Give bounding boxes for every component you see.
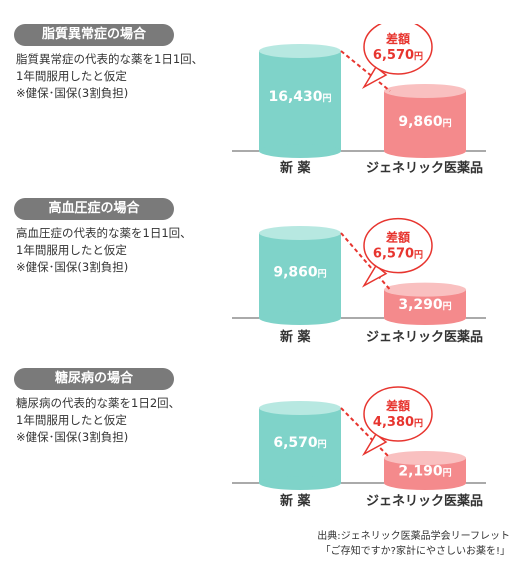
difference-label: 差額 xyxy=(385,230,410,245)
desc-line: 1年間服用したと仮定 xyxy=(16,413,127,427)
bar-new-drug-body xyxy=(259,51,341,151)
bar-generic-bottom xyxy=(384,311,466,325)
panel-title: 脂質異常症の場合 xyxy=(14,24,174,46)
x-label-new-drug: 新 薬 xyxy=(280,161,311,176)
bar-new-drug xyxy=(259,44,341,158)
bar-generic xyxy=(384,451,466,490)
bar-generic-bottom xyxy=(384,476,466,490)
value-label-new-drug-unit: 円 xyxy=(318,268,327,279)
difference-label: 差額 xyxy=(385,398,410,413)
panel-description: 高血圧症の代表的な薬を1日1回、 1年間服用したと仮定 ※健保･国保(3割負担) xyxy=(16,225,192,276)
difference-bubble xyxy=(363,386,433,442)
bar-new-drug-body xyxy=(259,408,341,483)
bar-generic-bottom xyxy=(384,144,466,158)
x-label-new-drug: 新 薬 xyxy=(280,330,311,345)
value-label-new-drug: 6,570円 xyxy=(273,435,326,451)
panel-description: 糖尿病の代表的な薬を1日2回、 1年間服用したと仮定 ※健保･国保(3割負担) xyxy=(16,395,180,446)
difference-bubble xyxy=(363,24,433,75)
x-label-generic: ジェネリック医薬品 xyxy=(366,330,484,345)
difference-label: 差額 xyxy=(385,31,410,46)
desc-line: 脂質異常症の代表的な薬を1日1回、 xyxy=(16,52,204,66)
bar-new-drug-body xyxy=(259,233,341,318)
panel-title: 高血圧症の場合 xyxy=(14,198,174,220)
value-label-generic-unit: 円 xyxy=(443,118,452,129)
bar-generic-top xyxy=(384,451,466,465)
difference-connector xyxy=(340,407,391,459)
difference-connector xyxy=(340,50,391,92)
desc-line: 1年間服用したと仮定 xyxy=(16,69,127,83)
panel-dyslipidemia: 脂質異常症の場合 脂質異常症の代表的な薬を1日1回、 1年間服用したと仮定 ※健… xyxy=(0,24,528,194)
bar-chart: 9,860円 3,290円 差額 6,570円 xyxy=(232,217,486,325)
bar-generic xyxy=(384,282,466,325)
x-label-generic: ジェネリック医薬品 xyxy=(366,161,484,176)
bar-new-drug-top xyxy=(259,401,341,415)
value-label-generic-unit: 円 xyxy=(443,301,452,312)
difference-unit: 円 xyxy=(414,418,423,429)
desc-line: ※健保･国保(3割負担) xyxy=(16,430,129,444)
panel-title: 糖尿病の場合 xyxy=(14,368,174,390)
panel-description: 脂質異常症の代表的な薬を1日1回、 1年間服用したと仮定 ※健保･国保(3割負担… xyxy=(16,51,203,102)
bar-chart: 6,570円 2,190円 差額 4,380円 xyxy=(232,386,486,490)
value-label-new-drug-unit: 円 xyxy=(318,439,327,450)
difference-unit: 円 xyxy=(414,250,423,261)
desc-line: 1年間服用したと仮定 xyxy=(16,243,127,257)
bar-chart: 16,430円 9,860円 差額 6,570円 xyxy=(232,24,486,158)
difference-value: 6,570円 xyxy=(373,48,423,63)
source-credit: 出典:ジェネリック医薬品学会リーフレット 「ご存知ですか?家計にやさしいお薬を!… xyxy=(317,527,510,557)
desc-line: 高血圧症の代表的な薬を1日1回、 xyxy=(16,226,192,240)
desc-line: 糖尿病の代表的な薬を1日2回、 xyxy=(16,396,181,410)
bar-new-drug-top xyxy=(259,226,341,240)
source-line: 「ご存知ですか?家計にやさしいお薬を!」 xyxy=(320,546,510,557)
value-label-generic: 2,190円 xyxy=(398,464,451,480)
desc-line: ※健保･国保(3割負担) xyxy=(16,260,129,274)
bar-new-drug-bottom xyxy=(259,311,341,325)
desc-line: ※健保･国保(3割負担) xyxy=(16,86,129,100)
x-label-new-drug: 新 薬 xyxy=(280,494,311,509)
value-label-generic: 9,860円 xyxy=(398,114,451,130)
difference-connector xyxy=(340,232,391,291)
difference-value: 6,570円 xyxy=(373,247,423,262)
bar-generic xyxy=(384,83,466,158)
difference-unit: 円 xyxy=(414,51,423,62)
bar-new-drug xyxy=(259,401,341,490)
bar-generic-body xyxy=(384,90,466,151)
bar-new-drug-bottom xyxy=(259,144,341,158)
x-label-generic: ジェネリック医薬品 xyxy=(366,494,484,509)
bar-generic-top xyxy=(384,83,466,98)
value-label-new-drug-unit: 円 xyxy=(323,93,332,104)
bar-new-drug xyxy=(259,226,341,325)
value-label-new-drug: 9,860円 xyxy=(273,264,326,280)
bar-new-drug-top xyxy=(259,44,341,58)
difference-bubble xyxy=(363,217,433,274)
value-label-generic-unit: 円 xyxy=(443,468,452,479)
source-line: 出典:ジェネリック医薬品学会リーフレット xyxy=(317,531,510,542)
value-label-new-drug: 16,430円 xyxy=(268,89,331,105)
difference-value: 4,380円 xyxy=(373,415,423,430)
panel-diabetes: 糖尿病の場合 糖尿病の代表的な薬を1日2回、 1年間服用したと仮定 ※健保･国保… xyxy=(0,368,528,538)
bar-new-drug-bottom xyxy=(259,476,341,490)
panel-hypertension: 高血圧症の場合 高血圧症の代表的な薬を1日1回、 1年間服用したと仮定 ※健保･… xyxy=(0,198,528,368)
bar-generic-top xyxy=(384,282,466,297)
value-label-generic: 3,290円 xyxy=(398,297,451,313)
